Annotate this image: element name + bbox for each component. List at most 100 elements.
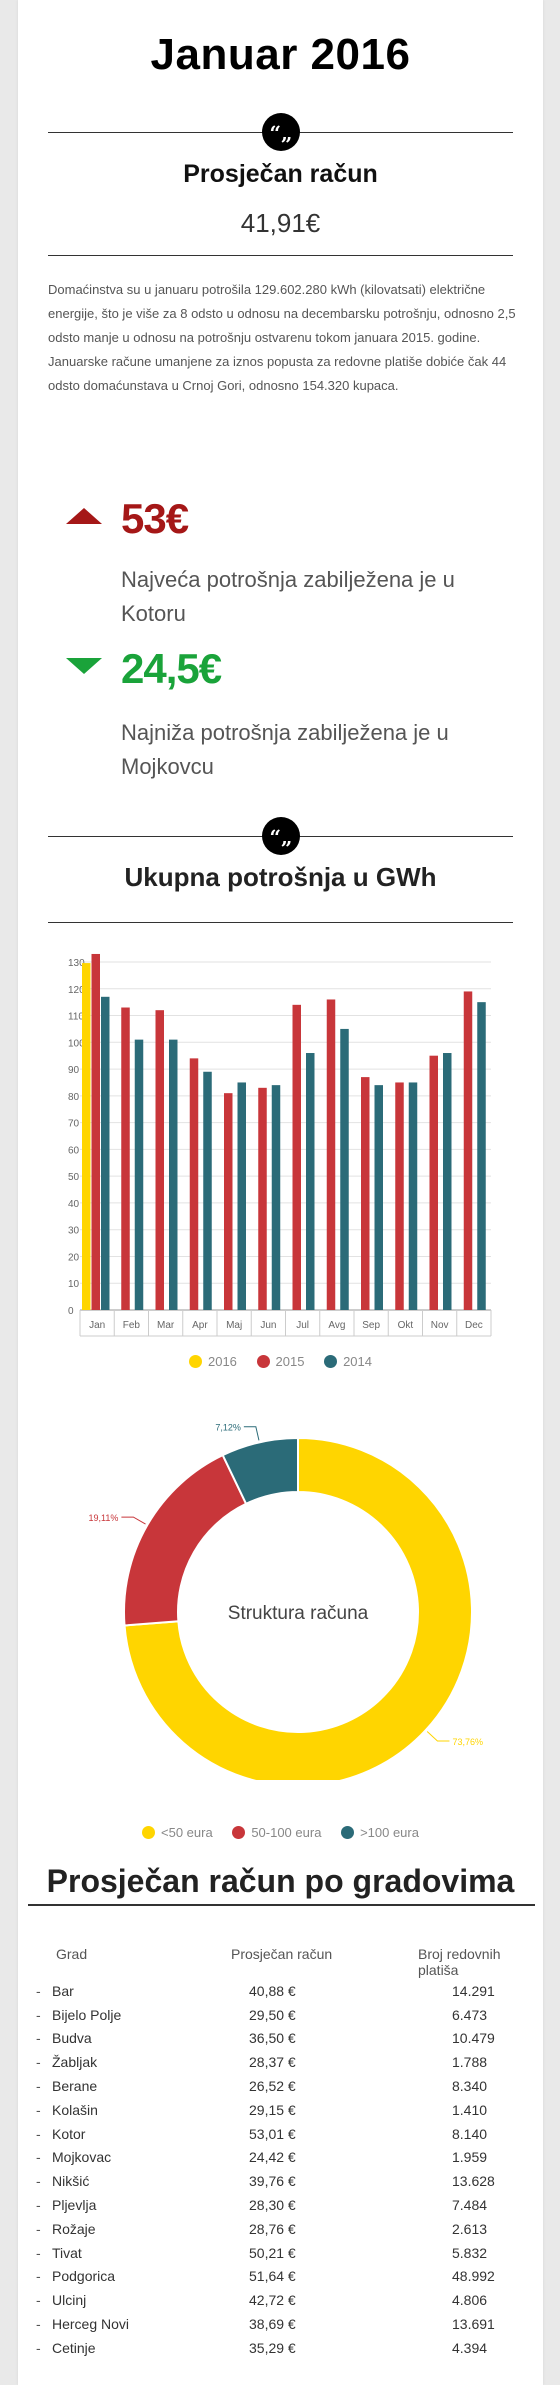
bar-2015-Apr[interactable] bbox=[189, 1058, 199, 1310]
average-bill-title: Prosječan račun bbox=[183, 160, 378, 188]
city-name: Ulcinj bbox=[52, 2292, 87, 2309]
bar-2014-Jul[interactable] bbox=[306, 1053, 315, 1310]
bar-2015-Dec[interactable] bbox=[463, 991, 473, 1310]
slice-0[interactable] bbox=[123, 1436, 473, 1780]
slice-1[interactable] bbox=[123, 1453, 248, 1627]
chart-title: Ukupna potrošnja u GWh bbox=[124, 862, 437, 892]
bar-2015-Sep[interactable] bbox=[361, 1077, 370, 1310]
legend-item-2016[interactable]: 2016 bbox=[188, 1354, 237, 1369]
bar-2015-Avg[interactable] bbox=[326, 999, 336, 1310]
slice-label: 19,11% bbox=[89, 1513, 119, 1523]
bill-cell: 40,88 € bbox=[249, 1982, 296, 1999]
column-header-city: Grad bbox=[56, 1946, 88, 1962]
city-name: Bar bbox=[52, 1982, 74, 1999]
count-cell: 1.959 bbox=[452, 2149, 488, 2166]
y-tick-label: 70 bbox=[68, 1119, 80, 1130]
bar-chart-legend: 2016 2015 2014 bbox=[18, 1354, 543, 1369]
table-row: - Kotor 53,01 € 8.140 bbox=[36, 2122, 536, 2146]
x-tick-label: Dec bbox=[465, 1320, 483, 1331]
table-row: - Budva 36,50 € 10.479 bbox=[36, 2027, 536, 2051]
cities-title: Prosječan račun po gradovima bbox=[46, 1863, 515, 1899]
table-row: - Herceg Novi 38,69 € 13.691 bbox=[36, 2312, 536, 2336]
x-tick-label: Feb bbox=[123, 1320, 141, 1331]
legend-label: <50 eura bbox=[161, 1825, 213, 1840]
x-tick-label: Jun bbox=[260, 1320, 276, 1331]
table-row: - Nikšić 39,76 € 13.628 bbox=[36, 2169, 536, 2193]
arrow-up-icon bbox=[66, 508, 102, 524]
bar-2015-Jun[interactable] bbox=[258, 1087, 267, 1310]
list-dash: - bbox=[36, 2316, 41, 2333]
bill-structure-donut-chart: 73,76% 19,11% 7,12% Struktura računa bbox=[89, 1423, 483, 1780]
bar-2014-Sep[interactable] bbox=[374, 1085, 384, 1310]
bar-2014-Feb[interactable] bbox=[134, 1039, 144, 1310]
slice-2[interactable] bbox=[221, 1436, 299, 1506]
count-cell: 6.473 bbox=[452, 2006, 488, 2023]
slice-leader-line bbox=[426, 1731, 450, 1742]
bar-2014-Nov[interactable] bbox=[443, 1053, 452, 1310]
count-cell: 4.394 bbox=[452, 2339, 488, 2356]
bill-cell: 26,52 € bbox=[249, 2078, 296, 2095]
count-cell: 10.479 bbox=[452, 2030, 495, 2047]
city-name: Mojkovac bbox=[52, 2149, 112, 2166]
y-tick-label: 20 bbox=[68, 1252, 80, 1263]
min-value: 24,5€ bbox=[121, 645, 222, 692]
city-cell: - Podgorica bbox=[36, 2265, 227, 2289]
y-tick-label: 120 bbox=[68, 985, 85, 996]
divider bbox=[48, 255, 513, 256]
bar-2015-Jul[interactable] bbox=[292, 1004, 302, 1310]
slice-label: 7,12% bbox=[215, 1423, 241, 1433]
min-text: Najniža potrošnja zabilježena je u Mojko… bbox=[121, 720, 449, 779]
bar-2015-Nov[interactable] bbox=[429, 1055, 439, 1310]
bar-2016-Jan[interactable] bbox=[82, 963, 91, 1310]
bar-2014-Apr[interactable] bbox=[203, 1071, 212, 1310]
x-tick-label: Sep bbox=[362, 1320, 380, 1331]
bill-cell: 28,30 € bbox=[249, 2197, 296, 2214]
bar-2014-Jan[interactable] bbox=[101, 996, 110, 1310]
list-dash: - bbox=[36, 2292, 41, 2309]
bar-2015-Mar[interactable] bbox=[155, 1010, 165, 1310]
bar-2015-Okt[interactable] bbox=[395, 1082, 404, 1310]
count-cell: 14.291 bbox=[452, 1982, 495, 1999]
count-cell: 48.992 bbox=[452, 2268, 495, 2285]
bar-2014-Mar[interactable] bbox=[169, 1039, 178, 1310]
bar-2015-Feb[interactable] bbox=[121, 1007, 130, 1310]
list-dash: - bbox=[36, 2244, 41, 2261]
count-cell: 8.340 bbox=[452, 2078, 488, 2095]
y-tick-label: 110 bbox=[68, 1012, 84, 1023]
city-cell: - Herceg Novi bbox=[36, 2312, 227, 2336]
legend-item-over-100[interactable]: >100 eura bbox=[341, 1825, 419, 1840]
city-name: Tivat bbox=[52, 2244, 82, 2261]
list-dash: - bbox=[36, 2101, 41, 2118]
bar-2014-Okt[interactable] bbox=[408, 1082, 418, 1310]
y-tick-label: 30 bbox=[68, 1226, 80, 1237]
legend-item-2015[interactable]: 2015 bbox=[256, 1354, 304, 1369]
list-dash: - bbox=[36, 2054, 41, 2071]
bar-2014-Maj[interactable] bbox=[237, 1082, 247, 1310]
bar-2014-Dec[interactable] bbox=[477, 1002, 486, 1310]
bill-cell: 42,72 € bbox=[249, 2292, 296, 2309]
cities-table: Grad Prosječan račun Broj redovnih plati… bbox=[36, 1945, 536, 2360]
legend-item-50-100[interactable]: 50-100 eura bbox=[232, 1825, 321, 1840]
table-row: - Kolašin 29,15 € 1.410 bbox=[36, 2098, 536, 2122]
city-cell: - Pljevlja bbox=[36, 2193, 227, 2217]
table-row: - Cetinje 35,29 € 4.394 bbox=[36, 2336, 536, 2360]
bar-2014-Avg[interactable] bbox=[340, 1028, 349, 1310]
table-row: - Ulcinj 42,72 € 4.806 bbox=[36, 2288, 536, 2312]
table-row: - Žabljak 28,37 € 1.788 bbox=[36, 2050, 536, 2074]
count-cell: 1.410 bbox=[452, 2101, 488, 2118]
bill-cell: 28,37 € bbox=[249, 2054, 296, 2071]
list-dash: - bbox=[36, 2078, 41, 2095]
legend-item-2014[interactable]: 2014 bbox=[324, 1354, 372, 1369]
city-cell: - Kolašin bbox=[36, 2098, 227, 2122]
bill-cell: 29,50 € bbox=[249, 2006, 296, 2023]
city-cell: - Bar bbox=[36, 1979, 227, 2003]
bar-2015-Jan[interactable] bbox=[91, 953, 101, 1310]
consumption-bar-chart: 0 10 20 30 40 50 60 70 80 90 100 110 120 130 Jan Feb Mar… bbox=[68, 953, 492, 1337]
y-tick-label: 60 bbox=[68, 1145, 80, 1156]
column-header-bill: Prosječan račun bbox=[231, 1946, 333, 1962]
legend-item-under-50[interactable]: <50 eura bbox=[142, 1825, 213, 1840]
bar-2014-Jun[interactable] bbox=[271, 1085, 281, 1310]
max-value: 53€ bbox=[121, 495, 189, 542]
bar-2015-Maj[interactable] bbox=[224, 1093, 233, 1310]
bill-cell: 35,29 € bbox=[249, 2339, 296, 2356]
